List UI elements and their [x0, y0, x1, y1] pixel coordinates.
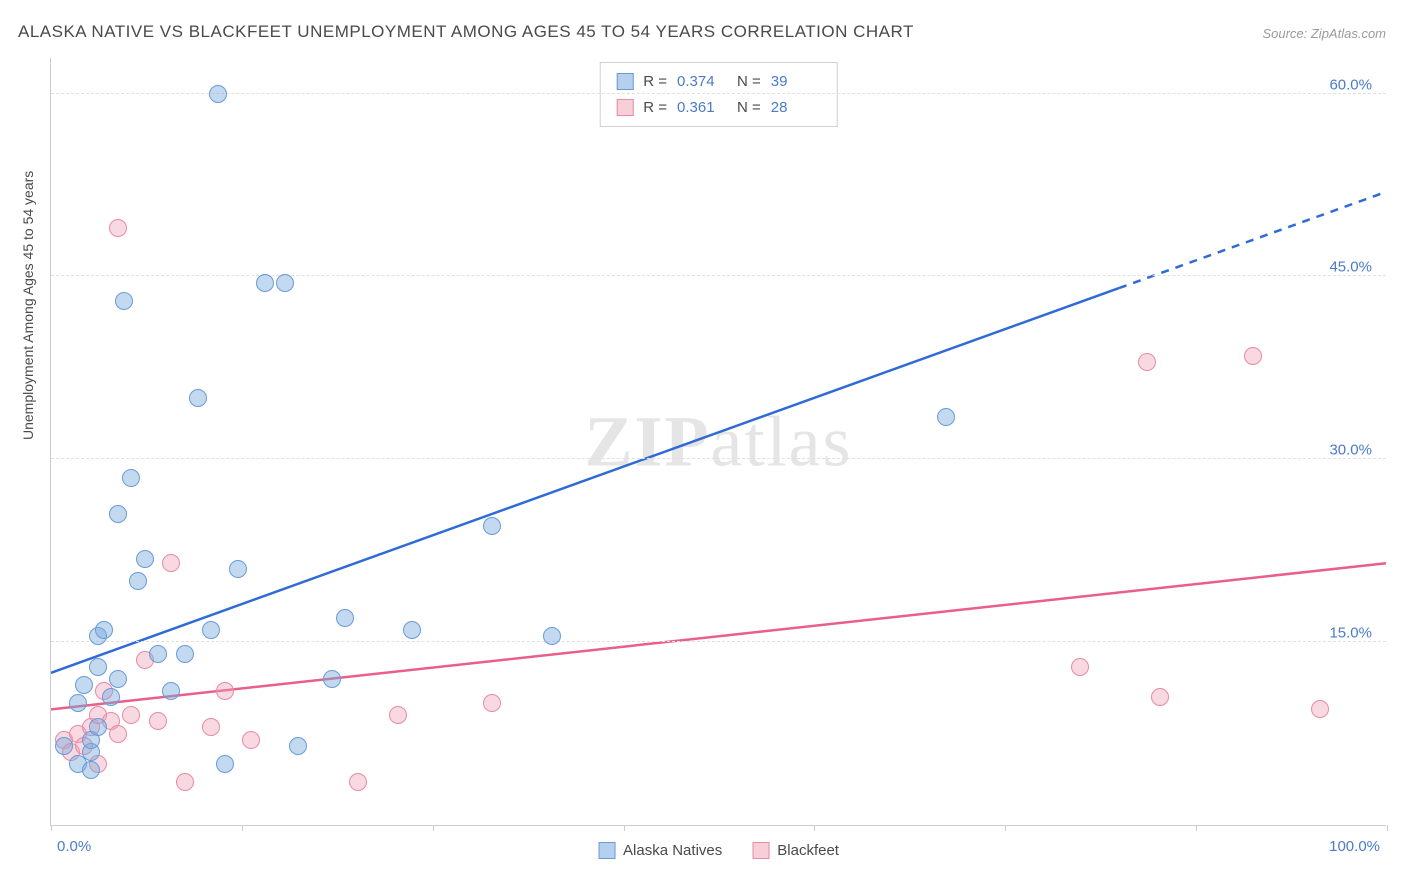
trend-lines [51, 58, 1386, 825]
y-tick-label: 30.0% [1329, 442, 1372, 459]
chart-source: Source: ZipAtlas.com [1262, 26, 1386, 41]
grid-line [51, 93, 1386, 94]
x-tick [51, 825, 52, 831]
scatter-point [323, 670, 341, 688]
scatter-point [149, 645, 167, 663]
x-tick [242, 825, 243, 831]
x-tick [1005, 825, 1006, 831]
scatter-point [336, 609, 354, 627]
scatter-point [95, 621, 113, 639]
scatter-point [483, 694, 501, 712]
scatter-point [149, 712, 167, 730]
scatter-point [216, 682, 234, 700]
scatter-point [1244, 347, 1262, 365]
scatter-point [256, 274, 274, 292]
x-tick-label: 0.0% [57, 838, 91, 855]
scatter-point [1071, 658, 1089, 676]
series-legend: Alaska Natives Blackfeet [598, 842, 839, 859]
grid-line [51, 641, 1386, 642]
stats-row-blue: R = 0.374 N = 39 [616, 69, 821, 95]
scatter-point [276, 274, 294, 292]
scatter-point [109, 670, 127, 688]
scatter-point [115, 292, 133, 310]
scatter-point [349, 773, 367, 791]
legend-item-pink: Blackfeet [752, 842, 839, 859]
scatter-point [229, 560, 247, 578]
swatch-pink-icon [616, 99, 633, 116]
scatter-point [136, 550, 154, 568]
x-tick-label: 100.0% [1329, 838, 1380, 855]
x-tick [433, 825, 434, 831]
scatter-point [202, 621, 220, 639]
scatter-point [162, 554, 180, 572]
grid-line [51, 275, 1386, 276]
chart-title: ALASKA NATIVE VS BLACKFEET UNEMPLOYMENT … [18, 22, 914, 42]
scatter-point [176, 645, 194, 663]
scatter-point [216, 755, 234, 773]
scatter-point [389, 706, 407, 724]
scatter-point [937, 408, 955, 426]
plot-area: ZIPatlas R = 0.374 N = 39 R = 0.361 N = … [50, 58, 1386, 826]
y-axis-label: Unemployment Among Ages 45 to 54 years [20, 171, 36, 440]
swatch-pink-icon [752, 842, 769, 859]
scatter-point [483, 517, 501, 535]
scatter-point [176, 773, 194, 791]
scatter-point [162, 682, 180, 700]
scatter-point [403, 621, 421, 639]
scatter-point [242, 731, 260, 749]
scatter-point [122, 469, 140, 487]
scatter-point [102, 688, 120, 706]
scatter-point [129, 572, 147, 590]
y-tick-label: 15.0% [1329, 625, 1372, 642]
scatter-point [289, 737, 307, 755]
x-tick [1387, 825, 1388, 831]
scatter-point [1138, 353, 1156, 371]
scatter-point [55, 737, 73, 755]
scatter-point [1311, 700, 1329, 718]
scatter-point [82, 761, 100, 779]
scatter-point [75, 676, 93, 694]
scatter-point [543, 627, 561, 645]
scatter-point [89, 658, 107, 676]
watermark: ZIPatlas [585, 400, 853, 483]
scatter-point [209, 85, 227, 103]
scatter-point [109, 725, 127, 743]
scatter-point [189, 389, 207, 407]
scatter-point [202, 718, 220, 736]
swatch-blue-icon [616, 73, 633, 90]
scatter-point [109, 505, 127, 523]
scatter-point [69, 694, 87, 712]
correlation-chart: ALASKA NATIVE VS BLACKFEET UNEMPLOYMENT … [0, 0, 1406, 892]
swatch-blue-icon [598, 842, 615, 859]
scatter-point [122, 706, 140, 724]
y-tick-label: 60.0% [1329, 76, 1372, 93]
scatter-point [89, 718, 107, 736]
x-tick [624, 825, 625, 831]
stats-legend: R = 0.374 N = 39 R = 0.361 N = 28 [599, 62, 838, 127]
x-tick [814, 825, 815, 831]
y-tick-label: 45.0% [1329, 259, 1372, 276]
legend-item-blue: Alaska Natives [598, 842, 722, 859]
x-tick [1196, 825, 1197, 831]
stats-row-pink: R = 0.361 N = 28 [616, 95, 821, 121]
scatter-point [1151, 688, 1169, 706]
scatter-point [109, 219, 127, 237]
grid-line [51, 458, 1386, 459]
